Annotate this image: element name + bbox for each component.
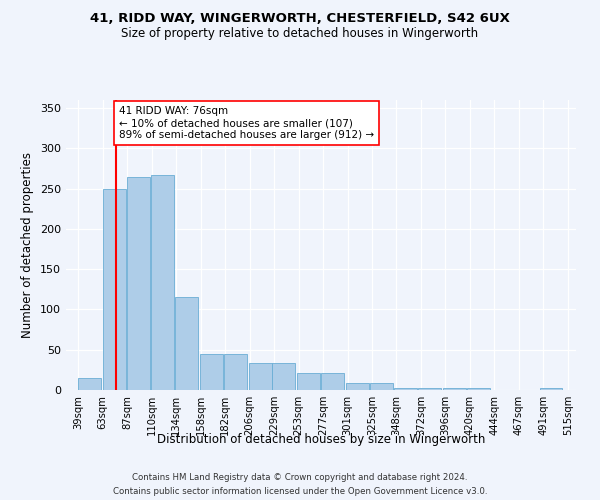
Bar (272, 364, 295, 390)
Text: 41, RIDD WAY, WINGERWORTH, CHESTERFIELD, S42 6UX: 41, RIDD WAY, WINGERWORTH, CHESTERFIELD,… (90, 12, 510, 26)
Bar (200, 354, 223, 390)
Bar (79, 378, 101, 390)
Text: Contains HM Land Registry data © Crown copyright and database right 2024.: Contains HM Land Registry data © Crown c… (132, 472, 468, 482)
Bar (249, 364, 272, 390)
Bar (321, 373, 344, 390)
Bar (394, 388, 416, 390)
Bar (418, 388, 441, 390)
Text: Contains public sector information licensed under the Open Government Licence v3: Contains public sector information licen… (113, 488, 487, 496)
Bar (467, 388, 490, 390)
Bar (297, 373, 320, 390)
Y-axis label: Number of detached properties: Number of detached properties (22, 152, 34, 338)
Bar (127, 176, 151, 390)
Bar (103, 188, 126, 390)
Text: Size of property relative to detached houses in Wingerworth: Size of property relative to detached ho… (121, 28, 479, 40)
Bar (443, 388, 466, 390)
Text: Distribution of detached houses by size in Wingerworth: Distribution of detached houses by size … (157, 432, 485, 446)
Bar (539, 388, 562, 390)
Bar (175, 298, 199, 390)
Bar (151, 175, 174, 390)
Text: 41 RIDD WAY: 76sqm
← 10% of detached houses are smaller (107)
89% of semi-detach: 41 RIDD WAY: 76sqm ← 10% of detached hou… (119, 106, 374, 140)
Bar (346, 383, 368, 390)
Bar (224, 354, 247, 390)
Bar (370, 383, 393, 390)
